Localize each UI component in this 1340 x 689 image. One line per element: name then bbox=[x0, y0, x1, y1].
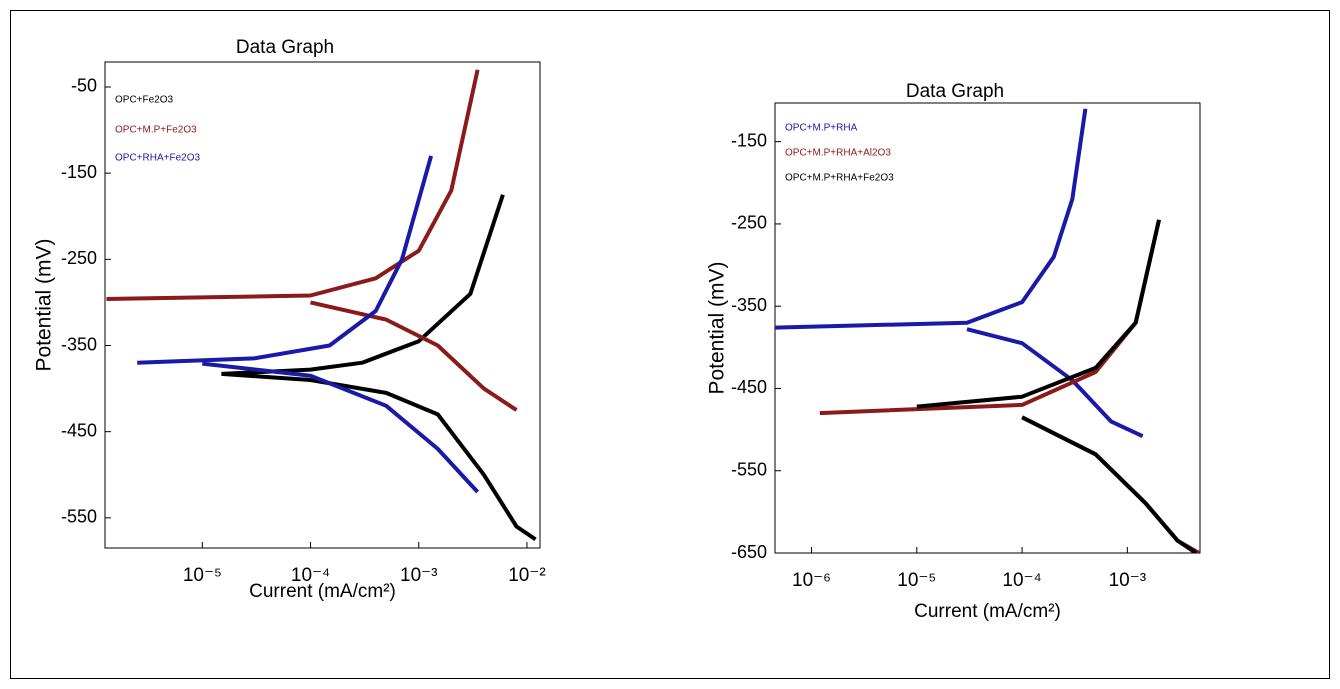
x-tick-label: 10⁻⁴ bbox=[291, 565, 330, 586]
x-tick-label: 10⁻² bbox=[508, 565, 546, 586]
y-tick-label: -150 bbox=[61, 162, 97, 182]
chart-title: Data Graph bbox=[906, 81, 1004, 102]
y-axis-label: Potential (mV) bbox=[33, 238, 56, 371]
y-tick-label: -450 bbox=[731, 377, 767, 397]
x-tick-label: 10⁻⁵ bbox=[897, 570, 936, 591]
y-tick-label: -50 bbox=[71, 76, 97, 96]
y-tick-label: -250 bbox=[731, 213, 767, 233]
x-tick-label: 10⁻⁶ bbox=[792, 570, 831, 591]
y-tick-label: -450 bbox=[61, 420, 97, 440]
data-line bbox=[221, 194, 537, 542]
y-tick-label: -350 bbox=[61, 334, 97, 354]
data-line bbox=[106, 69, 518, 412]
plot-frame bbox=[104, 61, 541, 549]
y-axis-label: Potential (mV) bbox=[706, 261, 729, 394]
data-line bbox=[819, 219, 1200, 553]
legend-entry: OPC+M.P+RHA+Al2O3 bbox=[785, 148, 891, 159]
legend-entry: OPC+RHA+Fe2O3 bbox=[115, 153, 200, 164]
y-tick-label: -150 bbox=[731, 130, 767, 150]
x-tick-label: 10⁻⁵ bbox=[183, 565, 222, 586]
y-tick-label: -250 bbox=[61, 248, 97, 268]
x-axis-label: Current (mA/cm²) bbox=[249, 581, 396, 602]
x-tick-label: 10⁻⁴ bbox=[1002, 570, 1041, 591]
y-tick-label: -550 bbox=[731, 459, 767, 479]
x-axis-label: Current (mA/cm²) bbox=[914, 601, 1061, 622]
legend-entry: OPC+M.P+RHA bbox=[785, 123, 858, 134]
legend-entry: OPC+Fe2O3 bbox=[115, 95, 174, 106]
legend-entry: OPC+M.P+RHA+Fe2O3 bbox=[785, 173, 894, 184]
chart-title: Data Graph bbox=[236, 37, 334, 58]
y-tick-label: -550 bbox=[61, 507, 97, 527]
data-line bbox=[137, 155, 480, 494]
y-tick-label: -350 bbox=[731, 295, 767, 315]
x-tick-label: 10⁻³ bbox=[400, 565, 438, 586]
y-tick-label: -650 bbox=[731, 542, 767, 562]
x-tick-label: 10⁻³ bbox=[1109, 570, 1147, 591]
data-line bbox=[916, 219, 1198, 553]
data-line bbox=[775, 108, 1144, 439]
page-frame bbox=[10, 10, 1330, 679]
plot-frame bbox=[774, 102, 1201, 554]
legend-entry: OPC+M.P+Fe2O3 bbox=[115, 125, 197, 136]
